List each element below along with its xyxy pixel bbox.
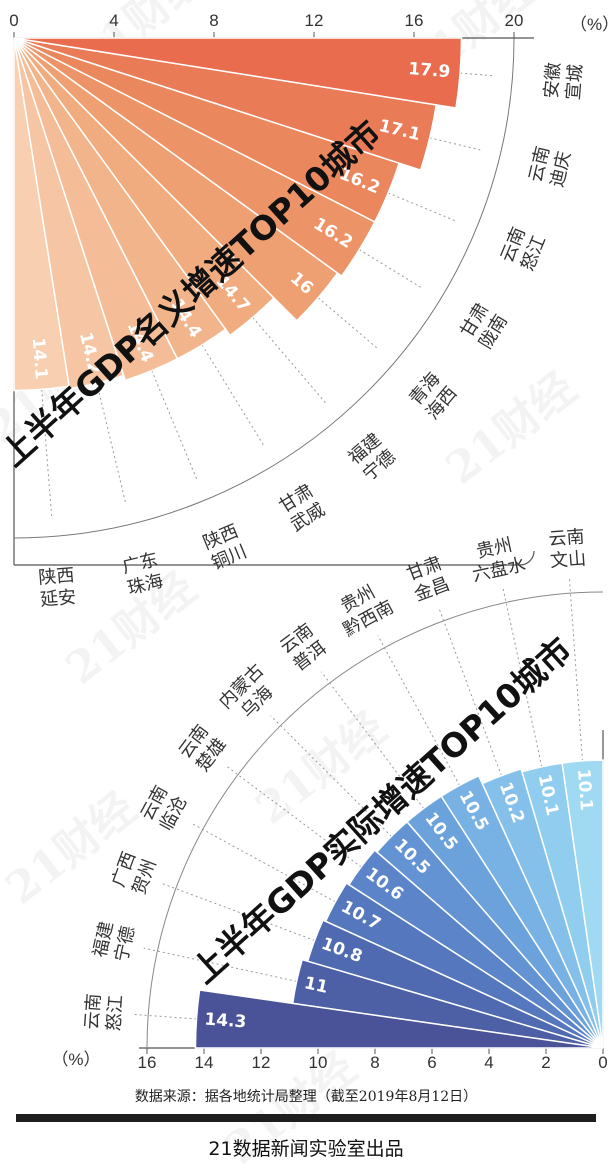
c2-category-label: 广西贺州 — [108, 849, 161, 898]
c2-tick-label: 6 — [427, 1053, 436, 1072]
c1-guide-line — [460, 72, 493, 77]
data-source-note: 数据来源：据各地统计局整理（截至2019年8月12日） — [134, 1089, 478, 1105]
c1-category-label: 云南怒江 — [497, 224, 551, 274]
c2-axis-unit: （%） — [51, 1050, 100, 1069]
c1-guide-line — [41, 389, 53, 517]
c2-category-label: 贵州黔西南 — [329, 577, 397, 641]
c2-tick-label: 10 — [309, 1053, 328, 1072]
nominal-growth-chart: （%） 04812162014.114.214.414.414.71616.21… — [0, 11, 612, 611]
c2-tick-label: 16 — [138, 1053, 157, 1072]
c1-category-label: 广东珠海 — [120, 549, 165, 599]
c1-axis-unit: （%） — [570, 15, 612, 34]
c2-bar — [194, 989, 604, 1049]
c1-category-label: 陕西铜川 — [200, 521, 250, 575]
c2-category-label: 甘肃金昌 — [404, 553, 453, 606]
c2-tick-label: 4 — [484, 1053, 493, 1072]
c2-category-label: 云南楚雄 — [175, 721, 231, 776]
c1-category-label: 陕西延安 — [38, 565, 77, 611]
c2-value-label: 14.3 — [204, 1010, 247, 1033]
c2-category-label: 云南怒江 — [81, 993, 126, 1032]
c2-guide-line — [568, 579, 583, 761]
c1-guide-line — [387, 192, 458, 223]
c2-category-label: 福建宁德 — [89, 920, 139, 964]
c1-guide-line — [151, 370, 199, 482]
c2-value-label: 10.1 — [573, 768, 596, 811]
watermark-text: 21财经 — [0, 783, 146, 915]
c1-tick-label: 20 — [505, 11, 524, 30]
c1-tick-label: 16 — [405, 11, 424, 30]
c2-category-label: 贵州六盘水 — [466, 533, 528, 586]
real-growth-chart: （%） 024681012141610.110.110.210.510.510.… — [51, 526, 607, 1072]
c2-guide-line — [143, 947, 297, 982]
c1-guide-line — [317, 297, 380, 351]
c2-tick-label: 12 — [252, 1053, 271, 1072]
c1-tick-label: 0 — [9, 11, 18, 30]
c1-tick-label: 8 — [209, 11, 218, 30]
c1-guide-line — [252, 317, 327, 404]
watermark-text: 21财经 — [437, 363, 586, 495]
c1-category-label: 福建宁德 — [345, 429, 400, 485]
c2-tick-label: 8 — [370, 1053, 379, 1072]
footer-credit: 21数据新闻实验室出品 — [208, 1138, 404, 1160]
c2-tick-label: 2 — [541, 1053, 550, 1072]
c2-guide-line — [270, 715, 392, 837]
c2-guide-line — [134, 1013, 197, 1020]
c1-category-label: 甘肃武威 — [276, 480, 329, 535]
c2-tick-label: 14 — [195, 1053, 214, 1072]
c1-guide-line — [429, 137, 481, 151]
c1-value-label: 17.9 — [408, 59, 451, 82]
c1-guide-line — [359, 249, 424, 290]
c1-category-label: 云南迪庆 — [525, 144, 575, 189]
c1-category-label: 甘肃陇南 — [456, 300, 511, 353]
c1-guide-line — [96, 383, 127, 505]
footer-divider — [16, 1114, 596, 1122]
c1-bar — [13, 37, 463, 109]
c2-guide-line — [502, 588, 543, 767]
c1-axis-arc — [13, 37, 515, 539]
c2-category-label: 云南临沧 — [137, 782, 192, 834]
c2-value-label: 11 — [302, 973, 329, 998]
c1-tick-label: 4 — [109, 11, 118, 30]
c2-category-label: 云南文山 — [548, 526, 587, 571]
c2-guide-line — [377, 635, 461, 786]
c2-category-label: 云南普洱 — [276, 620, 331, 676]
c2-tick-label: 0 — [598, 1053, 607, 1072]
c2-guide-line — [162, 883, 315, 941]
c2-guide-line — [320, 671, 425, 809]
c1-category-label: 青海海西 — [405, 369, 461, 424]
c1-value-label: 14.1 — [28, 337, 51, 380]
c1-category-label: 安徽宣城 — [541, 62, 587, 101]
c1-guide-line — [201, 344, 266, 448]
c1-tick-label: 12 — [305, 11, 324, 30]
